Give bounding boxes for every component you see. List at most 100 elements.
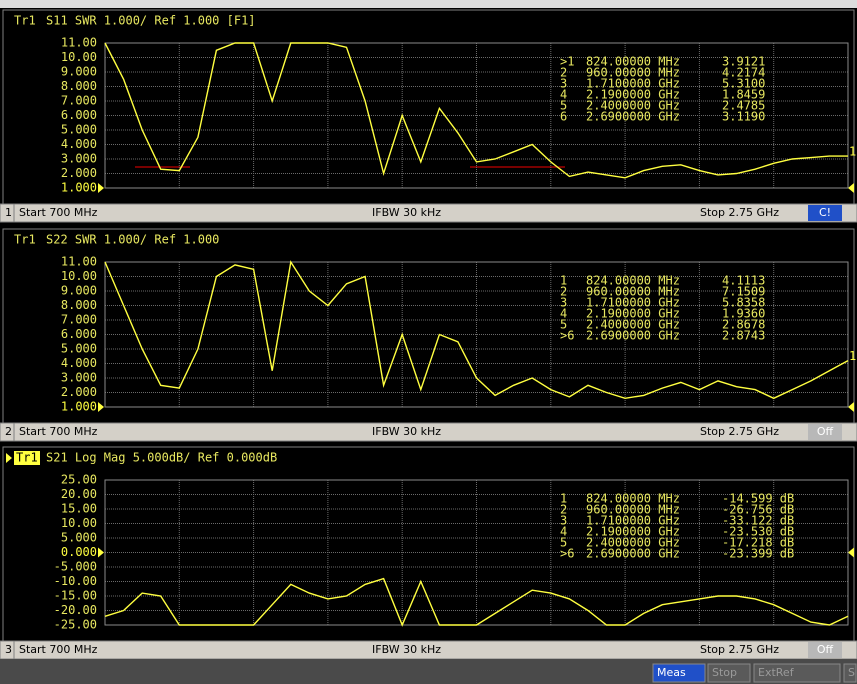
status-label: S	[848, 666, 855, 679]
marker-freq: 2.6900000 GHz	[586, 329, 680, 343]
y-tick-label: 4.000	[61, 137, 97, 151]
marker-id: 1	[560, 274, 567, 288]
footer-button[interactable]	[808, 642, 842, 658]
top-edge	[0, 0, 857, 8]
marker-freq: 824.00000 MHz	[586, 55, 680, 69]
trace-header: S22 SWR 1.000/ Ref 1.000	[46, 233, 219, 247]
trace-header: S11 SWR 1.000/ Ref 1.000 [F1]	[46, 14, 256, 28]
stop-freq: Stop 2.75 GHz	[700, 643, 779, 656]
active-arrow	[6, 453, 12, 463]
status-label: Meas	[657, 666, 686, 679]
marker-freq: 2.6900000 GHz	[586, 110, 680, 124]
status-cell	[707, 663, 751, 683]
stop-freq: Stop 2.75 GHz	[700, 425, 779, 438]
ifbw: IFBW 30 kHz	[372, 425, 441, 438]
ref-arrow	[98, 183, 104, 193]
status-cell	[652, 663, 706, 683]
ifbw: IFBW 30 kHz	[372, 206, 441, 219]
marker-freq: 960.00000 MHz	[586, 503, 680, 517]
marker-value: 3.1190	[722, 110, 765, 124]
marker-freq: 2.1900000 GHz	[586, 525, 680, 539]
y-tick-label: 8.000	[61, 298, 97, 312]
ref-arrow-right	[848, 183, 854, 193]
trace-label: 1	[849, 349, 856, 363]
marker-value: 1.8459	[722, 88, 765, 102]
marker-value: 3.9121	[722, 55, 765, 69]
y-tick-label: -20.00	[54, 603, 97, 617]
ifbw: IFBW 30 kHz	[372, 643, 441, 656]
stop-freq: Stop 2.75 GHz	[700, 206, 779, 219]
marker-freq: 1.7100000 GHz	[586, 77, 680, 91]
y-tick-label: 15.00	[61, 502, 97, 516]
y-tick-label: 11.00	[61, 255, 97, 269]
ref-arrow	[98, 547, 104, 558]
y-tick-label: -15.00	[54, 589, 97, 603]
marker-value: -17.218 dB	[722, 536, 794, 550]
marker-id: >1	[560, 55, 574, 69]
start-freq: Start 700 MHz	[19, 425, 98, 438]
footer-button-label[interactable]: Off	[817, 425, 834, 438]
marker-value: 2.8743	[722, 329, 765, 343]
y-tick-label: 7.000	[61, 94, 97, 108]
marker-id: 5	[560, 318, 567, 332]
marker-value: 1.9360	[722, 307, 765, 321]
trace	[104, 260, 849, 400]
marker-value: 4.2174	[722, 66, 765, 80]
marker-freq: 2.1900000 GHz	[586, 307, 680, 321]
trace-header: S21 Log Mag 5.000dB/ Ref 0.000dB	[46, 451, 277, 465]
marker-freq: 824.00000 MHz	[586, 274, 680, 288]
active-trace-box	[14, 451, 40, 465]
marker-freq: 2.6900000 GHz	[586, 547, 680, 561]
marker-id: 4	[560, 525, 567, 539]
start-freq: Start 700 MHz	[19, 206, 98, 219]
y-tick-label: 2.000	[61, 385, 97, 399]
y-tick-label: 5.000	[61, 123, 97, 137]
marker-id: >6	[560, 329, 574, 343]
marker-freq: 1.7100000 GHz	[586, 514, 680, 528]
y-tick-label: -5.000	[54, 560, 97, 574]
y-tick-label: 10.00	[61, 516, 97, 530]
y-tick-label: 9.000	[61, 65, 97, 79]
marker-value: -26.756 dB	[722, 503, 794, 517]
y-tick-label: 6.000	[61, 108, 97, 122]
status-label: Stop	[712, 666, 737, 679]
plot-border	[104, 261, 849, 408]
channel-number: 3	[5, 643, 12, 656]
footer-button-label[interactable]: C!	[819, 206, 831, 219]
y-tick-label: 5.000	[61, 342, 97, 356]
marker-freq: 2.4000000 GHz	[586, 99, 680, 113]
marker-freq: 2.4000000 GHz	[586, 536, 680, 550]
trace-name: Tr1	[14, 14, 36, 28]
y-tick-label: 2.000	[61, 166, 97, 180]
y-tick-label: 1.000	[61, 181, 97, 195]
trace	[104, 577, 849, 627]
ref-arrow	[98, 402, 104, 412]
marker-freq: 1.7100000 GHz	[586, 296, 680, 310]
marker-freq: 960.00000 MHz	[586, 66, 680, 80]
marker-value: -33.122 dB	[722, 514, 794, 528]
status-cell	[843, 663, 857, 683]
marker-id: 2	[560, 285, 567, 299]
y-tick-label: 7.000	[61, 313, 97, 327]
y-tick-label: 1.000	[61, 400, 97, 414]
marker-value: 4.1113	[722, 274, 765, 288]
footer-button[interactable]	[808, 205, 842, 221]
footer-button[interactable]	[808, 424, 842, 440]
ref-arrow-right	[848, 547, 854, 558]
plot-border	[104, 42, 849, 189]
marker-id: 4	[560, 88, 567, 102]
y-tick-label: 5.000	[61, 531, 97, 545]
trace-name: Tr1	[16, 451, 38, 465]
y-tick-label: 3.000	[61, 152, 97, 166]
status-cell	[753, 663, 841, 683]
trace-name: Tr1	[14, 233, 36, 247]
ref-arrow-right	[848, 402, 854, 412]
marker-value: 7.1509	[722, 285, 765, 299]
channel-number: 2	[5, 425, 12, 438]
marker-id: 1	[560, 492, 567, 506]
y-tick-label: 25.00	[61, 473, 97, 487]
footer-button-label[interactable]: Off	[817, 643, 834, 656]
y-tick-label: 10.00	[61, 50, 97, 64]
y-tick-label: 20.00	[61, 487, 97, 501]
